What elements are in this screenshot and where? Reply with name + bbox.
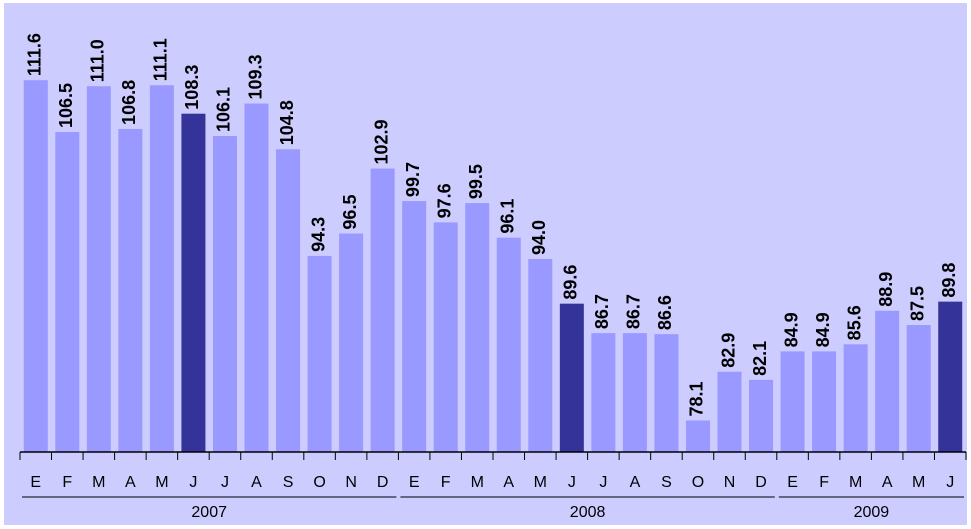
bar <box>149 85 174 452</box>
x-tick-label: F <box>62 474 72 491</box>
bar <box>812 351 837 452</box>
value-label: 86.7 <box>592 294 612 329</box>
bar <box>875 310 900 452</box>
bar <box>23 80 48 452</box>
bar <box>685 420 710 452</box>
group-label: 2009 <box>854 504 890 521</box>
x-tick-label: F <box>819 474 829 491</box>
x-tick-label: D <box>377 474 389 491</box>
x-tick-label: O <box>313 474 325 491</box>
bar <box>433 222 458 452</box>
x-tick-label: M <box>912 474 925 491</box>
bar <box>749 379 774 452</box>
group-label: 2008 <box>570 504 606 521</box>
bar <box>528 258 553 452</box>
x-tick-label: N <box>345 474 357 491</box>
bar <box>465 203 490 452</box>
bar <box>780 351 805 452</box>
bar <box>86 86 111 452</box>
x-tick-label: F <box>441 474 451 491</box>
x-tick-label: A <box>125 474 136 491</box>
value-label: 96.1 <box>498 199 518 234</box>
bar <box>591 333 616 452</box>
value-label: 89.6 <box>561 265 581 300</box>
value-label: 82.9 <box>718 333 738 368</box>
value-label: 106.5 <box>56 83 76 128</box>
bar <box>307 255 332 452</box>
value-label: 106.8 <box>119 80 139 125</box>
value-label: 111.0 <box>88 39 108 82</box>
x-tick-label: O <box>692 474 704 491</box>
bar <box>118 128 143 452</box>
bar <box>244 103 269 452</box>
value-label: 86.6 <box>655 295 675 330</box>
value-label: 106.1 <box>214 87 234 132</box>
value-label: 87.5 <box>907 286 927 321</box>
value-label: 94.0 <box>529 220 549 255</box>
bar <box>55 131 80 452</box>
value-label: 97.6 <box>434 183 454 218</box>
x-tick-label: J <box>946 474 954 491</box>
x-tick-label: J <box>189 474 197 491</box>
x-tick-label: E <box>30 474 41 491</box>
bar <box>212 136 237 452</box>
x-tick-label: N <box>724 474 736 491</box>
x-tick-label: A <box>882 474 893 491</box>
value-label: 84.9 <box>813 312 833 347</box>
bar <box>654 334 679 452</box>
value-label: 89.8 <box>939 263 959 298</box>
x-tick-label: M <box>92 474 105 491</box>
bar <box>496 237 521 452</box>
x-tick-label: S <box>283 474 294 491</box>
x-tick-label: J <box>221 474 229 491</box>
x-tick-label: A <box>503 474 514 491</box>
x-tick-label: M <box>471 474 484 491</box>
value-label: 84.9 <box>781 312 801 347</box>
bar <box>559 303 584 452</box>
bar <box>938 301 963 452</box>
bar <box>622 333 647 452</box>
x-tick-label: M <box>534 474 547 491</box>
x-tick-label: E <box>409 474 420 491</box>
value-label: 96.5 <box>340 195 360 230</box>
value-label: 111.6 <box>25 33 45 76</box>
value-label: 88.9 <box>876 272 896 307</box>
bar <box>276 149 301 452</box>
x-tick-label: A <box>251 474 262 491</box>
bar <box>402 201 427 452</box>
value-label: 108.3 <box>182 65 202 110</box>
value-label: 85.6 <box>844 305 864 340</box>
x-tick-label: E <box>787 474 798 491</box>
x-tick-label: A <box>630 474 641 491</box>
bar <box>181 113 206 452</box>
x-tick-label: M <box>849 474 862 491</box>
value-label: 86.7 <box>624 294 644 329</box>
value-label: 82.1 <box>750 341 770 376</box>
x-tick-label: J <box>568 474 576 491</box>
bar <box>370 168 395 452</box>
bar <box>717 371 742 452</box>
value-label: 99.5 <box>466 164 486 199</box>
value-label: 99.7 <box>403 162 423 197</box>
x-tick-label: J <box>599 474 607 491</box>
value-label: 104.8 <box>277 100 297 145</box>
value-label: 102.9 <box>371 120 391 165</box>
value-label: 109.3 <box>245 54 265 99</box>
group-label: 2007 <box>191 504 227 521</box>
x-tick-label: D <box>755 474 767 491</box>
bar <box>843 344 868 452</box>
x-tick-label: S <box>661 474 672 491</box>
value-label: 111.1 <box>151 38 171 81</box>
value-label: 78.1 <box>687 381 707 416</box>
bar <box>906 325 931 452</box>
x-tick-label: M <box>155 474 168 491</box>
bar <box>339 233 364 452</box>
value-label: 94.3 <box>308 217 328 252</box>
